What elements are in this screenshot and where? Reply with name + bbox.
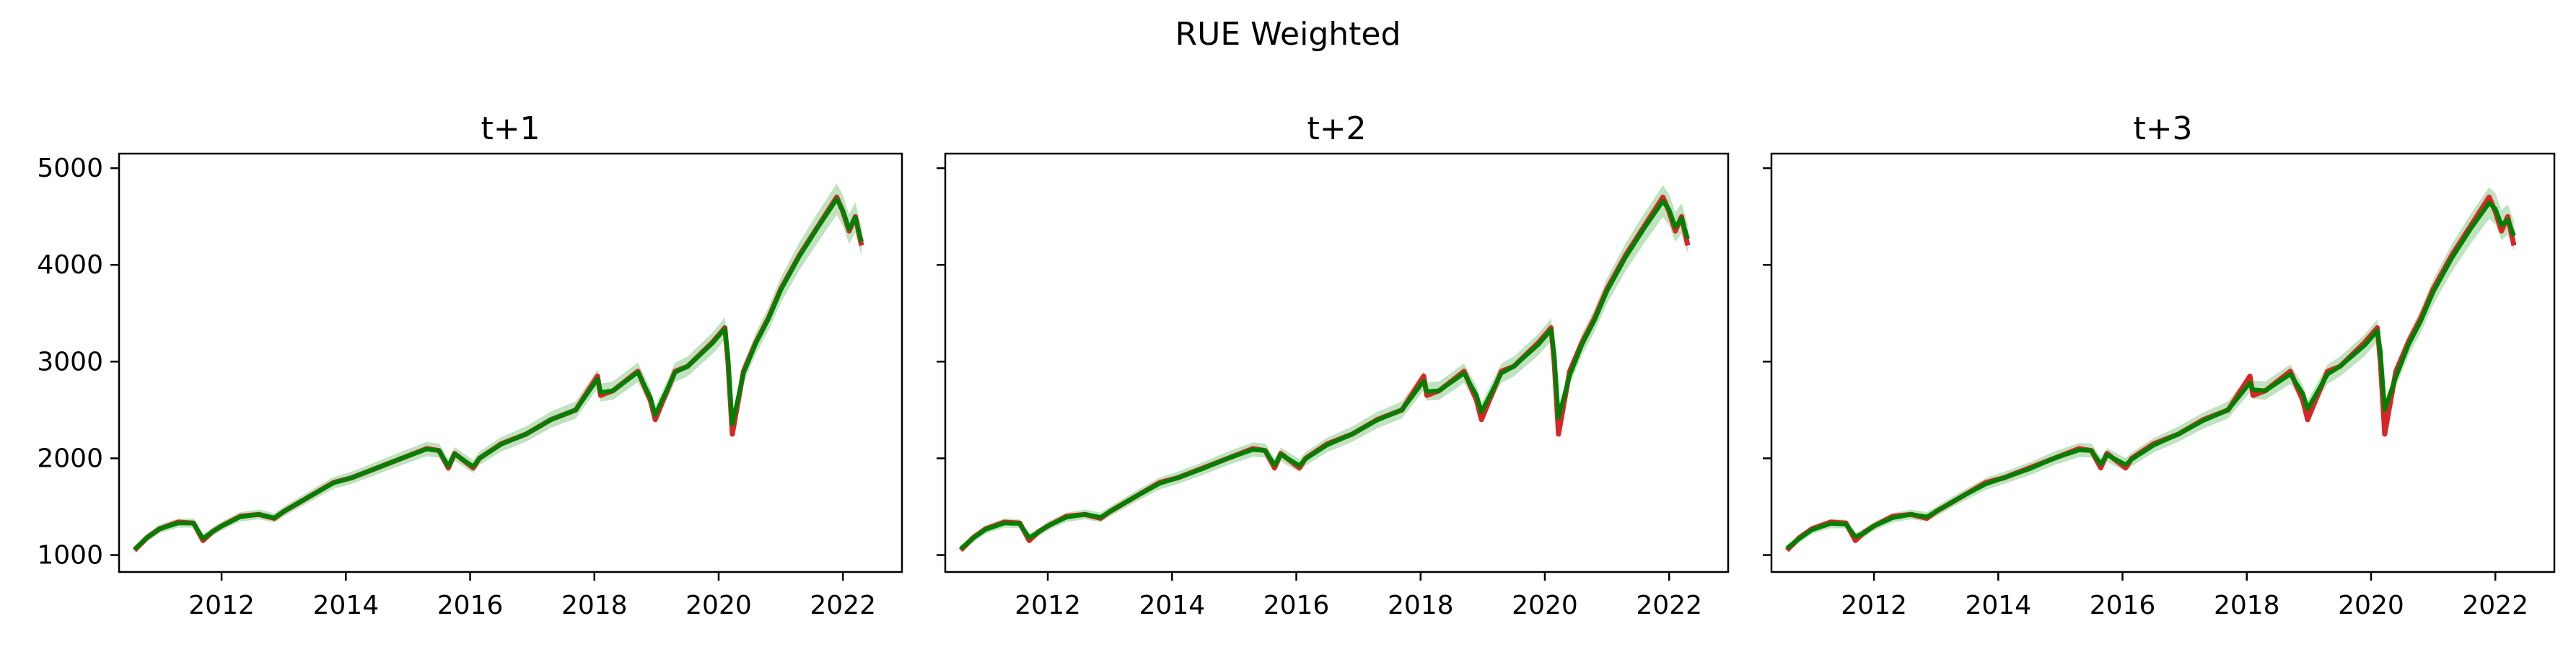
x-tick-label: 2020 [2338, 591, 2404, 620]
subplots: t+1 2012 2014 2016 2018 2020 2022 1000 2000 3000 4… [37, 110, 2556, 620]
subplot-1: t+1 2012 2014 2016 2018 2020 2022 1000 2000 3000 4… [37, 110, 903, 620]
axes-frame [944, 152, 1730, 573]
x-tick-label: 2018 [561, 591, 628, 620]
y-tick-label: 2000 [37, 444, 103, 473]
x-tick-label: 2014 [1965, 591, 2031, 620]
figure-title: RUE Weighted [1175, 16, 1401, 53]
x-tick-label: 2018 [2214, 591, 2280, 620]
y-tick-label: 5000 [37, 154, 103, 183]
x-tick-label: 2016 [2090, 591, 2156, 620]
y-tick-label: 3000 [37, 347, 103, 377]
axes-frame [1770, 152, 2556, 573]
x-tick-label: 2014 [1139, 591, 1205, 620]
predicted-line [133, 197, 864, 551]
subplot-2: t+2 2012 2014 2016 2018 2020 2022 [937, 110, 1730, 620]
x-tick-label: 2016 [437, 591, 504, 620]
predicted-line [1785, 201, 2516, 550]
x-tick-label: 2016 [1263, 591, 1330, 620]
subplot-title: t+1 [481, 110, 540, 147]
axes-frame [118, 152, 903, 573]
x-tick-label: 2022 [810, 591, 876, 620]
x-tick-label: 2012 [1015, 591, 1081, 620]
x-tick-label: 2022 [1636, 591, 1702, 620]
x-tick-label: 2020 [685, 591, 752, 620]
x-tick-label: 2014 [312, 591, 379, 620]
x-tick-label: 2020 [1512, 591, 1578, 620]
y-tick-label: 1000 [37, 541, 103, 571]
subplot-title: t+2 [1307, 110, 1366, 147]
predicted-line [959, 198, 1690, 551]
x-tick-label: 2012 [1841, 591, 1907, 620]
subplot-title: t+3 [2133, 110, 2192, 147]
y-tick-label: 4000 [37, 250, 103, 280]
x-tick-label: 2012 [188, 591, 255, 620]
subplot-3: t+3 2012 2014 2016 2018 2020 2022 [1763, 110, 2556, 620]
x-tick-label: 2018 [1388, 591, 1454, 620]
x-tick-label: 2022 [2462, 591, 2528, 620]
